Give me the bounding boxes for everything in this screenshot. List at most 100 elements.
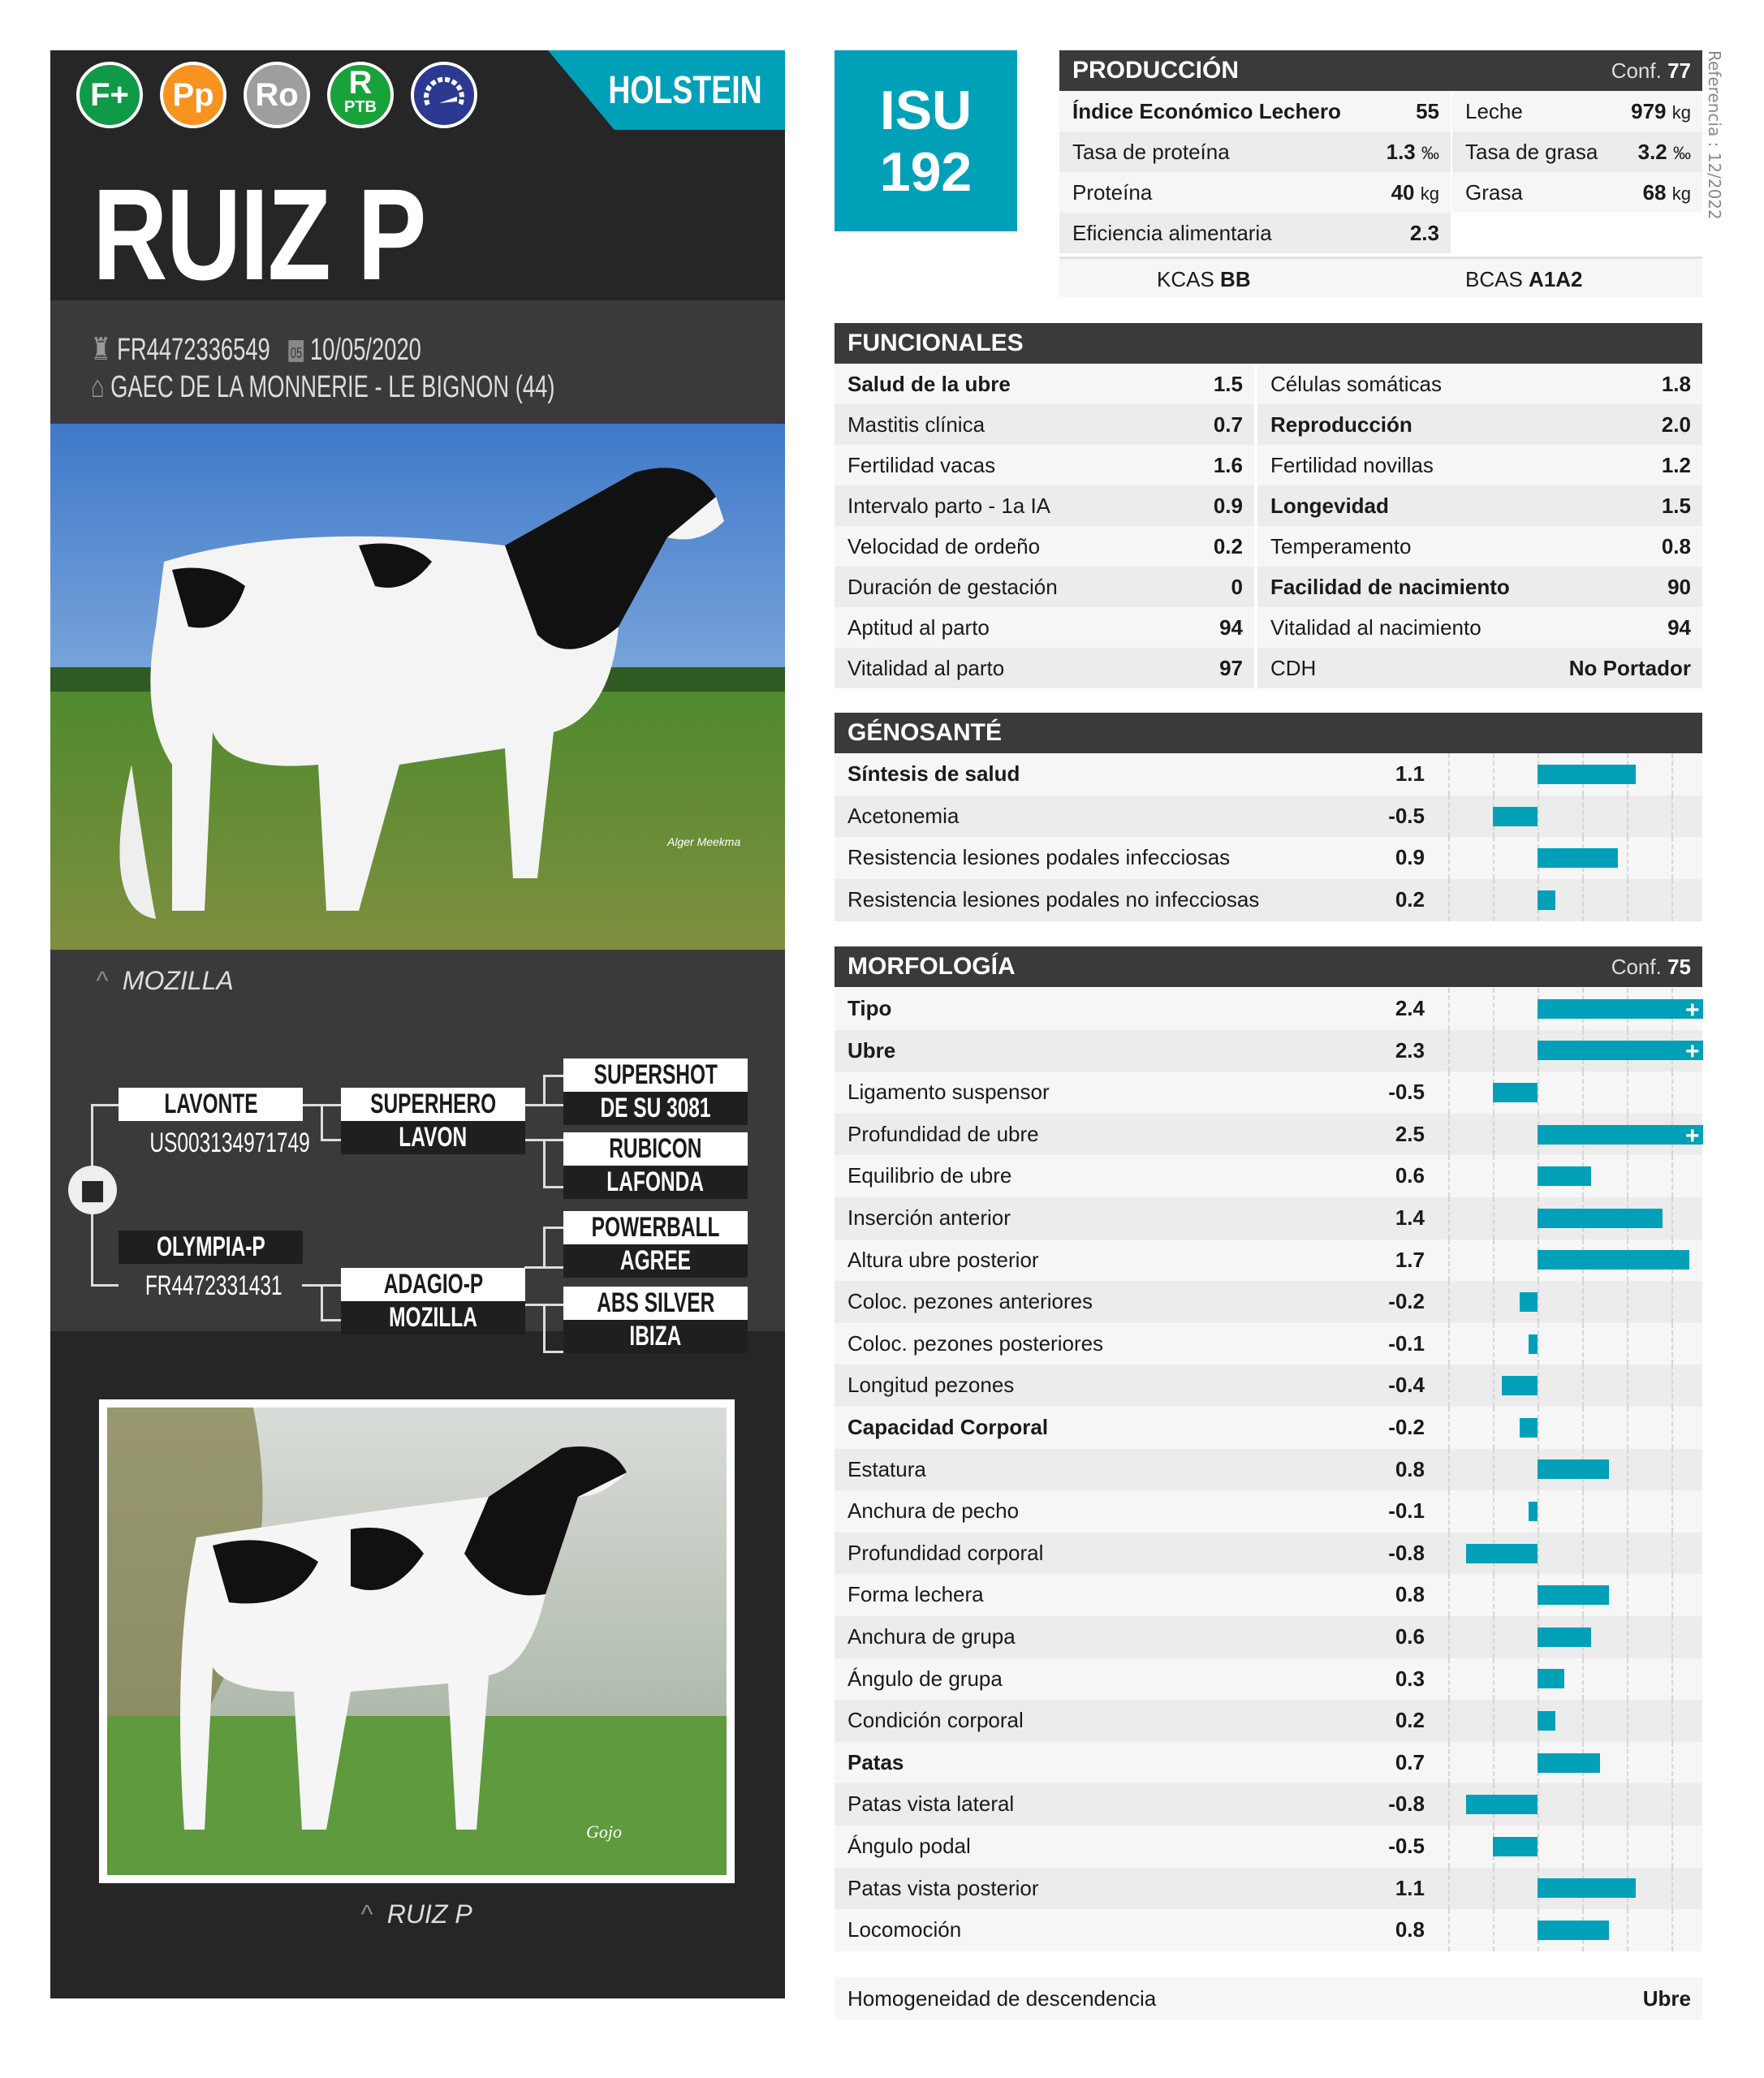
value-bar (1493, 806, 1538, 826)
gridline (1627, 1490, 1628, 1533)
funcionales-row: Intervalo parto - 1a IA 0.9 (835, 485, 1254, 526)
gridline (1493, 1909, 1494, 1951)
row-value: -0.2 (1388, 1415, 1425, 1439)
pedigree-connector (543, 1227, 546, 1267)
pedigree: ^ MOZILLA ■ LAVONTE US003134971749 OLYMP… (50, 950, 785, 1353)
gridline (1627, 1407, 1628, 1449)
paternal-grandsire-box[interactable]: SUPERHERO (341, 1088, 525, 1121)
bull-name: RUIZ P (93, 162, 427, 307)
row-label: Acetonemia (847, 803, 960, 828)
value-bar (1538, 764, 1636, 784)
gridline (1493, 1574, 1494, 1616)
pedigree-connector (321, 1139, 341, 1141)
gridline (1538, 1071, 1539, 1114)
ggs-box[interactable]: POWERBALL (563, 1211, 748, 1244)
pedigree-connector (543, 1304, 546, 1352)
value-bar (1502, 1376, 1538, 1396)
gridline (1493, 1448, 1494, 1491)
gridline (1493, 1700, 1494, 1742)
morfologia-row: Anchura de grupa 0.6 (835, 1616, 1702, 1658)
genosante-header: GÉNOSANTÉ (835, 713, 1702, 753)
pedigree-connector (524, 1266, 563, 1269)
row-label: Profundidad de ubre (847, 1121, 1039, 1146)
morfologia-row: Patas 0.7 (835, 1741, 1702, 1784)
ggs-box[interactable]: SUPERSHOT (563, 1058, 748, 1092)
gridline (1671, 1909, 1673, 1951)
sire-box[interactable]: LAVONTE (119, 1088, 303, 1121)
row-label: Capacidad Corporal (847, 1415, 1049, 1439)
row-value: -0.5 (1388, 803, 1425, 828)
row-value: 0 (1231, 575, 1243, 599)
pedigree-connector (321, 1284, 323, 1321)
funcionales-row: Salud de la ubre 1.5 (835, 364, 1254, 404)
gridline (1582, 1071, 1584, 1114)
ggs-box[interactable]: ABS SILVER (563, 1287, 748, 1320)
row-label: Tasa de grasa (1465, 140, 1598, 164)
row-value: 94 (1667, 615, 1691, 640)
maternal-grandsire-box[interactable]: ADAGIO-P (341, 1268, 525, 1301)
homogeneidad-row: Homogeneidad de descendencia Ubre (835, 1977, 1702, 2020)
funcionales-row: Vitalidad al parto 97 (835, 648, 1254, 688)
produccion-row: Grasa 68 kg (1452, 172, 1702, 213)
gridline (1493, 1281, 1494, 1323)
sire-id: US003134971749 (149, 1127, 310, 1158)
photo-credit: Alger Meekma (666, 835, 740, 848)
value-bar (1538, 1459, 1609, 1480)
gridline (1582, 1700, 1584, 1742)
gridline (1538, 1364, 1539, 1407)
gridline (1582, 1826, 1584, 1868)
ggd-box[interactable]: AGREE (563, 1244, 748, 1278)
row-unit: kg (1420, 183, 1439, 204)
ggs-box[interactable]: RUBICON (563, 1132, 748, 1166)
breeder: GAEC DE LA MONNERIE - LE BIGNON (44) (110, 370, 555, 404)
pedigree-connector (91, 1284, 119, 1287)
gridline (1671, 753, 1673, 795)
dam-box[interactable]: OLYMPIA-P (119, 1231, 303, 1264)
row-value: 1.2 (1661, 453, 1691, 477)
row-value: -0.8 (1388, 1791, 1425, 1817)
value-bar (1538, 1250, 1689, 1270)
gridline (1493, 1741, 1494, 1784)
gridline (1627, 1574, 1628, 1616)
ggd-box[interactable]: IBIZA (563, 1320, 748, 1353)
daughter-caption-text: RUIZ P (386, 1899, 472, 1929)
row-label: Mastitis clínica (847, 412, 986, 437)
gridline (1671, 1364, 1673, 1407)
overflow-plus-icon: + (1684, 1038, 1700, 1066)
gridline (1448, 1448, 1450, 1491)
maternal-granddam-box[interactable]: MOZILLA (341, 1301, 525, 1334)
gridline (1582, 1322, 1584, 1365)
gridline (1493, 1658, 1494, 1701)
gridline (1448, 879, 1450, 921)
birth-date: 10/05/2020 (309, 333, 421, 367)
row-label: Longevidad (1270, 494, 1389, 518)
row-label: Patas vista posterior (847, 1875, 1039, 1900)
row-value: 3.2 ‰ (1637, 140, 1691, 164)
gridline (1493, 879, 1494, 921)
gridline (1493, 1867, 1494, 1910)
row-value: 0.7 (1395, 1749, 1425, 1774)
value-bar (1538, 1166, 1591, 1187)
value-bar (1529, 1334, 1538, 1354)
gridline (1627, 1700, 1628, 1742)
row-label: Resistencia lesiones podales no infeccio… (847, 887, 1260, 912)
row-label: Altura ubre posterior (847, 1247, 1039, 1272)
gridline (1671, 1658, 1673, 1701)
row-value: 1.5 (1661, 494, 1691, 518)
gridline (1448, 753, 1450, 795)
ggd-box[interactable]: LAFONDA (563, 1166, 748, 1199)
row-value: -0.1 (1388, 1498, 1425, 1524)
gridline (1671, 1532, 1673, 1575)
row-value: 1.8 (1661, 372, 1691, 396)
gridline (1493, 1322, 1494, 1365)
ggd-box[interactable]: DE SU 3081 (563, 1092, 748, 1125)
pedigree-connector (543, 1227, 563, 1229)
gridline (1627, 1826, 1628, 1868)
row-value: 2.3 (1409, 221, 1439, 245)
id-line: ♜ FR4472336549 05 10/05/2020 (91, 331, 421, 368)
row-value: 979 kg (1631, 99, 1691, 123)
row-label: Ligamento suspensor (847, 1080, 1050, 1105)
paternal-granddam-box[interactable]: LAVON (341, 1121, 525, 1154)
section-title: FUNCIONALES (847, 330, 1024, 356)
row-label: CDH (1270, 656, 1317, 680)
